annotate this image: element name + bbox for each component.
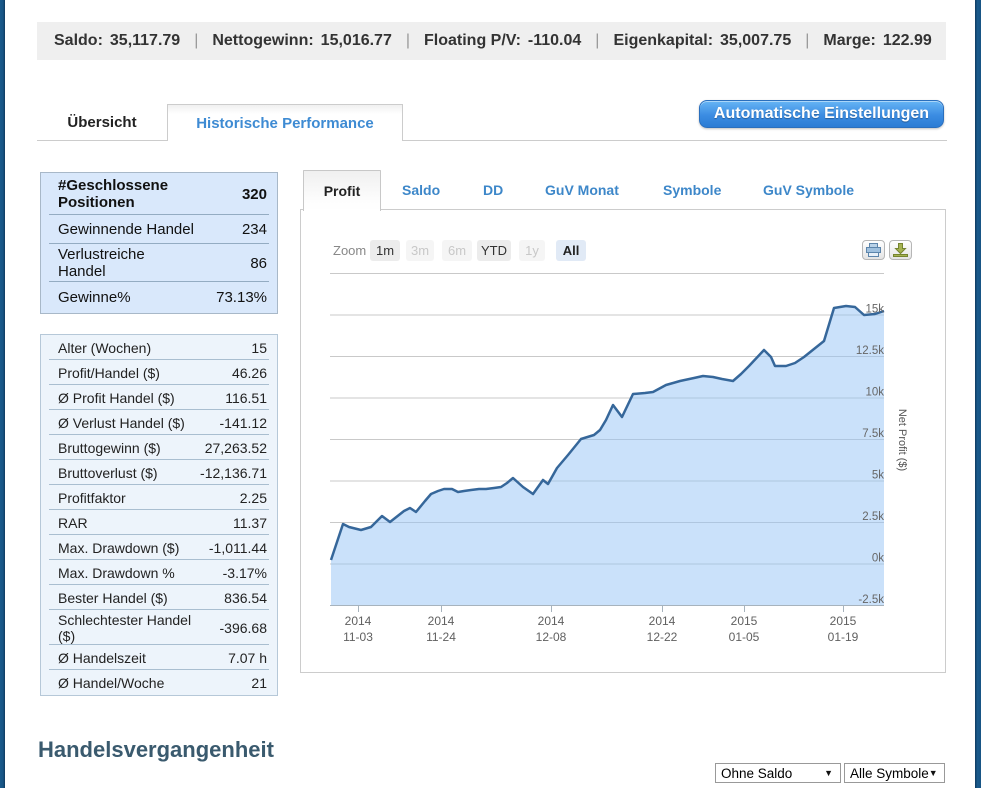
- svg-text:2015: 2015: [731, 614, 758, 628]
- svg-text:11-03: 11-03: [343, 630, 373, 644]
- svg-text:Net Profit ($): Net Profit ($): [896, 409, 908, 471]
- svg-text:-2.5k: -2.5k: [858, 594, 884, 606]
- svg-text:01-05: 01-05: [729, 630, 760, 644]
- svg-text:2015: 2015: [830, 614, 857, 628]
- svg-text:10k: 10k: [865, 387, 884, 399]
- svg-text:15k: 15k: [865, 304, 884, 316]
- svg-text:2014: 2014: [538, 614, 565, 628]
- svg-text:0k: 0k: [872, 553, 884, 565]
- svg-text:12-22: 12-22: [647, 630, 678, 644]
- svg-text:12-08: 12-08: [536, 630, 567, 644]
- svg-text:2014: 2014: [428, 614, 455, 628]
- svg-text:2014: 2014: [649, 614, 676, 628]
- svg-text:5k: 5k: [872, 470, 884, 482]
- svg-text:11-24: 11-24: [426, 630, 456, 644]
- svg-text:12.5k: 12.5k: [856, 345, 884, 357]
- svg-text:2.5k: 2.5k: [862, 511, 884, 523]
- svg-text:7.5k: 7.5k: [862, 428, 884, 440]
- svg-text:2014: 2014: [345, 614, 372, 628]
- svg-text:01-19: 01-19: [828, 630, 859, 644]
